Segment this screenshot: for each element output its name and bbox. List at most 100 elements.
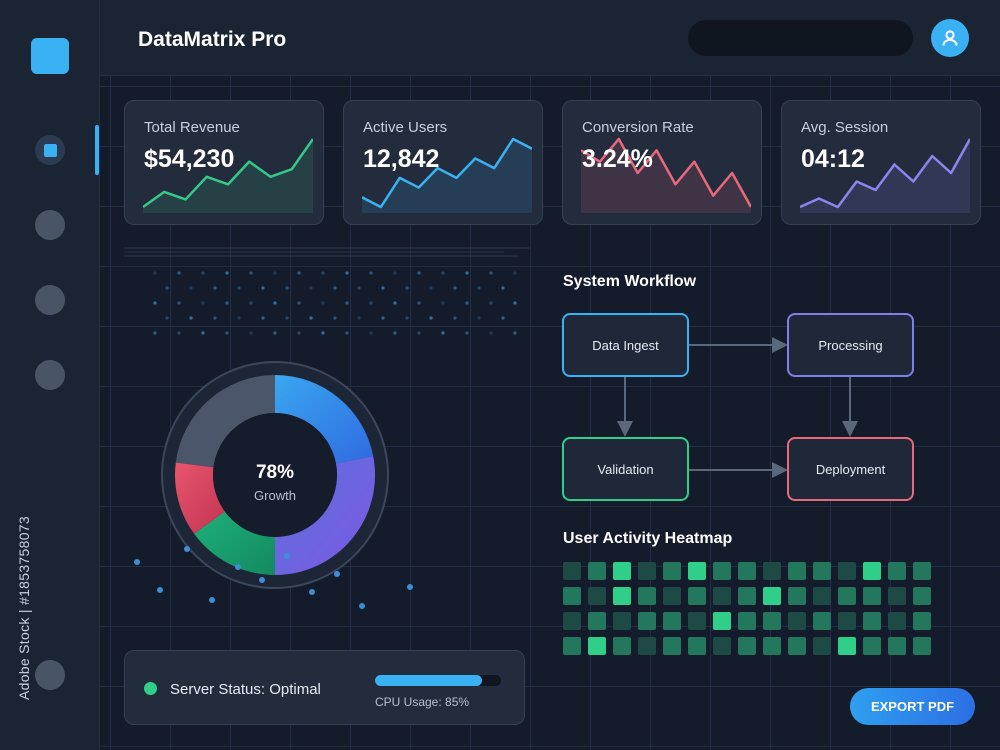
heatmap-cell	[713, 562, 731, 580]
decor-dot	[309, 286, 313, 290]
decor-dot	[345, 301, 349, 305]
decor-dot	[153, 331, 157, 335]
sidebar-item-2[interactable]	[35, 210, 65, 240]
heatmap-cell	[688, 562, 706, 580]
workflow-node-data-ingest[interactable]: Data Ingest	[562, 313, 689, 377]
heatmap-cell	[863, 637, 881, 655]
decor-dot	[477, 316, 481, 320]
heatmap-cell	[713, 637, 731, 655]
sidebar-item-4[interactable]	[35, 360, 65, 390]
decor-dot	[237, 286, 241, 290]
sidebar-item-3[interactable]	[35, 285, 65, 315]
decor-dot	[225, 271, 229, 275]
kpi-value: 3.24%	[582, 145, 653, 173]
workflow-connectors	[617, 337, 858, 478]
donut-segment[interactable]	[194, 511, 275, 575]
workflow-node-validation[interactable]: Validation	[562, 437, 689, 501]
decor-dot	[249, 271, 253, 275]
session-sparkline	[800, 138, 970, 213]
header: DataMatrix Pro	[100, 0, 1000, 76]
workflow-node-label: Processing	[818, 337, 883, 353]
donut-segment[interactable]	[275, 375, 374, 464]
heatmap-cell	[813, 637, 831, 655]
app-title: DataMatrix Pro	[138, 28, 287, 51]
status-indicator-dot	[144, 682, 157, 695]
sparkline-line	[143, 138, 313, 209]
heatmap-cell	[663, 587, 681, 605]
heatmap-cell	[688, 637, 706, 655]
kpi-card-avg-session[interactable]: Avg. Session 04:12	[781, 100, 981, 225]
user-avatar[interactable]	[931, 19, 969, 57]
decorative-dot-field	[153, 271, 517, 335]
decor-dot	[369, 331, 373, 335]
kpi-label: Conversion Rate	[582, 119, 694, 136]
search-input[interactable]	[688, 20, 913, 56]
decor-dot	[165, 286, 169, 290]
decor-dot	[201, 271, 205, 275]
kpi-card-total-revenue[interactable]: Total Revenue $54,230	[124, 100, 324, 225]
heatmap-cell	[588, 612, 606, 630]
revenue-sparkline	[143, 138, 313, 213]
decor-dot	[501, 316, 505, 320]
decor-dot	[213, 316, 217, 320]
heatmap-cell	[888, 562, 906, 580]
heatmap-cell	[813, 562, 831, 580]
decor-dot	[357, 316, 361, 320]
decor-dot	[465, 331, 469, 335]
decor-dot	[441, 301, 445, 305]
heatmap-cell	[663, 637, 681, 655]
heatmap-cell	[738, 587, 756, 605]
decor-dot	[429, 316, 433, 320]
server-status-text: Server Status: Optimal	[170, 681, 321, 698]
users-sparkline	[362, 137, 532, 213]
heatmap-cell	[713, 612, 731, 630]
heatmap-cell	[738, 562, 756, 580]
decor-dot	[417, 331, 421, 335]
sidebar-item-dashboard[interactable]	[35, 135, 65, 165]
decor-dot	[513, 331, 517, 335]
donut-segment[interactable]	[275, 456, 375, 575]
heatmap-cell	[738, 612, 756, 630]
decor-dot	[297, 331, 301, 335]
workflow-node-processing[interactable]: Processing	[787, 313, 914, 377]
donut-center-label: Growth	[254, 488, 296, 503]
heatmap-cell	[863, 587, 881, 605]
decor-dot	[201, 301, 205, 305]
donut-segment[interactable]	[175, 375, 275, 468]
decor-dot	[489, 301, 493, 305]
workflow-node-label: Deployment	[815, 461, 886, 477]
kpi-label: Total Revenue	[144, 119, 240, 136]
decor-dot	[465, 271, 469, 275]
stock-watermark: Adobe Stock | #1853758073	[16, 516, 32, 700]
heatmap-cell	[663, 562, 681, 580]
heatmap-cell	[813, 612, 831, 630]
decor-dot	[513, 301, 517, 305]
decor-dot	[333, 316, 337, 320]
donut-segment[interactable]	[175, 462, 225, 534]
app-logo[interactable]	[31, 38, 69, 74]
sidebar-item-bottom[interactable]	[35, 660, 65, 690]
decor-dot	[321, 271, 325, 275]
heatmap-cell	[888, 587, 906, 605]
decor-dot	[345, 271, 349, 275]
heatmap-cell	[663, 612, 681, 630]
sparkline-line	[362, 137, 532, 209]
growth-donut-chart[interactable]	[158, 358, 392, 592]
kpi-card-conversion-rate[interactable]: Conversion Rate 3.24%	[562, 100, 762, 225]
workflow-node-deployment[interactable]: Deployment	[787, 437, 914, 501]
decor-dot	[225, 301, 229, 305]
decorative-orbit-dots	[134, 546, 413, 609]
decor-dot	[189, 286, 193, 290]
decor-dot	[213, 286, 217, 290]
donut-center-value: 78%	[255, 462, 295, 483]
heatmap-cell	[913, 637, 931, 655]
export-pdf-button[interactable]: EXPORT PDF	[850, 688, 975, 725]
decor-dot	[321, 301, 325, 305]
heatmap-cell	[688, 612, 706, 630]
decor-dot	[309, 316, 313, 320]
kpi-card-active-users[interactable]: Active Users 12,842	[343, 100, 543, 225]
heatmap-cell	[638, 637, 656, 655]
heatmap-cell	[763, 612, 781, 630]
decor-dot	[333, 286, 337, 290]
heatmap-cell	[588, 637, 606, 655]
